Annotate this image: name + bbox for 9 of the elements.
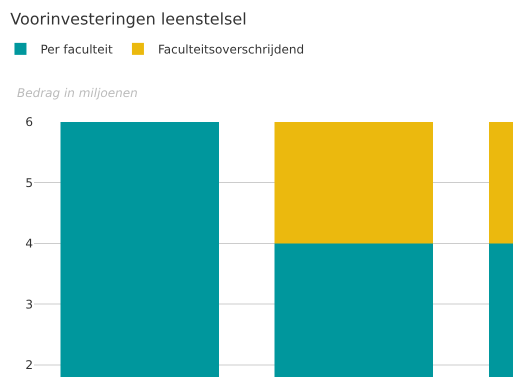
y-tick-label: 3 [25,297,33,312]
legend-label: Per faculteit [40,42,113,57]
y-tick-label: 6 [25,115,33,130]
y-axis-title: Bedrag in miljoenen [17,86,138,100]
y-tick-label: 4 [25,236,33,251]
chart-title: Voorinvesteringen leenstelsel [10,9,247,28]
y-tick-label: 2 [25,358,33,372]
legend-label: Faculteitsoverschrijdend [158,42,304,57]
y-tick-label: 5 [25,176,33,190]
